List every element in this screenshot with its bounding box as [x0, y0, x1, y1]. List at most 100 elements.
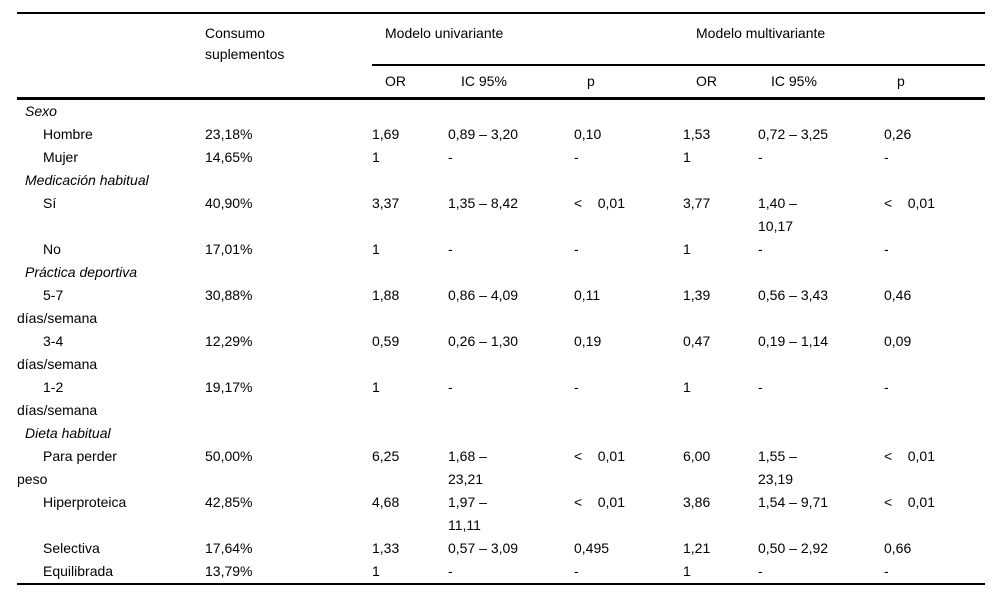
cell-consumo: 50,00%	[205, 447, 253, 464]
cell-consumo: 30,88%	[205, 286, 253, 303]
cell-consumo: 19,17%	[205, 378, 253, 395]
header-multi-or: OR	[683, 65, 758, 100]
cell-uni-p: 0,19	[574, 332, 602, 349]
cell-uni-ic95: -	[448, 240, 453, 257]
cell-consumo: 12,29%	[205, 332, 253, 349]
header-consumo-suplementos: Consumo suplementos	[205, 25, 285, 62]
cell-multi-ic95: 1,54 – 9,71	[758, 493, 829, 510]
cell-uni-p: -	[574, 240, 579, 257]
cell-multi-ic95: 0,72 – 3,25	[758, 125, 829, 142]
table-row-mujer: Mujer 14,65% 1 - - 1 - -	[17, 146, 985, 169]
table-row-5-7-dias: 5-7 días/semana 30,88% 1,88 0,86 – 4,09 …	[17, 284, 985, 330]
cell-multi-or: 1,21	[683, 539, 711, 556]
cell-uni-ic95: 0,57 – 3,09	[448, 539, 519, 556]
header-modelo-univariante: Modelo univariante	[372, 13, 683, 66]
table-row-group-medicacion: Medicación habitual	[17, 169, 985, 192]
cell-multi-p: -	[884, 148, 889, 165]
group-label: Dieta habitual	[25, 424, 111, 441]
cell-uni-ic95: -	[448, 562, 453, 579]
cell-uni-p: -	[574, 378, 579, 395]
cell-multi-or: 3,86	[683, 493, 711, 510]
cell-multi-p: -	[884, 240, 889, 257]
cell-uni-p: < 0,01	[574, 493, 625, 510]
cell-multi-p: 0,46	[884, 286, 912, 303]
cell-multi-or: 3,77	[683, 194, 711, 211]
row-label: Hombre	[43, 125, 93, 142]
header-uni-or: OR	[372, 65, 448, 100]
cell-multi-p: -	[884, 378, 889, 395]
header-row-groups: Consumo suplementos Modelo univariante M…	[17, 13, 985, 66]
cell-consumo: 14,65%	[205, 148, 253, 165]
cell-uni-ic95: 0,86 – 4,09	[448, 286, 519, 303]
cell-uni-or: 1	[372, 240, 380, 257]
row-label: Selectiva	[43, 539, 100, 556]
regression-results-table: Consumo suplementos Modelo univariante M…	[17, 12, 985, 585]
cell-uni-or: 1,33	[372, 539, 400, 556]
table-row-para-perder-peso: Para perder peso 50,00% 6,25 1,68 – 23,2…	[17, 445, 985, 491]
header-empty-cell	[205, 65, 372, 100]
cell-multi-or: 1,39	[683, 286, 711, 303]
cell-uni-or: 1,88	[372, 286, 400, 303]
header-multi-ic95: IC 95%	[758, 65, 884, 100]
cell-uni-p: < 0,01	[574, 447, 625, 464]
header-empty-cell	[17, 13, 205, 65]
cell-multi-ic95: 0,56 – 3,43	[758, 286, 829, 303]
cell-uni-ic95: 0,26 – 1,30	[448, 332, 519, 349]
cell-consumo: 17,01%	[205, 240, 253, 257]
cell-multi-ic95: -	[758, 562, 763, 579]
cell-multi-ic95: 0,50 – 2,92	[758, 539, 829, 556]
header-uni-p: p	[574, 65, 683, 100]
cell-uni-ic95: -	[448, 378, 453, 395]
row-label: Sí	[43, 194, 57, 211]
table-row-selectiva: Selectiva 17,64% 1,33 0,57 – 3,09 0,495 …	[17, 537, 985, 560]
cell-multi-ic95: -	[758, 148, 763, 165]
header-multi-p: p	[884, 65, 985, 100]
cell-multi-or: 1	[683, 148, 691, 165]
group-label: Práctica deportiva	[25, 263, 138, 280]
cell-uni-p: 0,10	[574, 125, 602, 142]
cell-multi-ic95: -	[758, 378, 763, 395]
row-label: No	[43, 240, 61, 257]
cell-multi-or: 1	[683, 240, 691, 257]
cell-multi-p: -	[884, 562, 889, 579]
header-empty-cell	[17, 65, 205, 100]
cell-consumo: 42,85%	[205, 493, 253, 510]
cell-uni-or: 1	[372, 378, 380, 395]
cell-uni-or: 1	[372, 562, 380, 579]
table-row-equilibrada: Equilibrada 13,79% 1 - - 1 - -	[17, 560, 985, 584]
table-row-3-4-dias: 3-4 días/semana 12,29% 0,59 0,26 – 1,30 …	[17, 330, 985, 376]
cell-uni-ic95: 1,68 – 23,21	[448, 447, 487, 487]
cell-multi-p: < 0,01	[884, 447, 935, 464]
cell-uni-p: 0,495	[574, 539, 610, 556]
cell-multi-ic95: 1,40 – 10,17	[758, 194, 797, 234]
cell-uni-p: < 0,01	[574, 194, 625, 211]
row-label: Hiperproteica	[43, 493, 127, 510]
cell-uni-or: 4,68	[372, 493, 400, 510]
cell-uni-ic95: -	[448, 148, 453, 165]
cell-uni-or: 1,69	[372, 125, 400, 142]
header-modelo-multivariante: Modelo multivariante	[683, 13, 985, 66]
cell-multi-p: < 0,01	[884, 194, 935, 211]
cell-uni-or: 0,59	[372, 332, 400, 349]
row-label: 3-4 días/semana	[17, 332, 98, 372]
cell-uni-ic95: 1,35 – 8,42	[448, 194, 519, 211]
page: Consumo suplementos Modelo univariante M…	[0, 12, 1000, 599]
cell-uni-ic95: 0,89 – 3,20	[448, 125, 519, 142]
cell-uni-ic95: 1,97 – 11,11	[448, 493, 487, 533]
cell-multi-p: 0,66	[884, 539, 912, 556]
group-label: Medicación habitual	[25, 171, 149, 188]
cell-uni-or: 6,25	[372, 447, 400, 464]
header-row-subcolumns: OR IC 95% p OR IC 95% p	[17, 65, 985, 100]
cell-uni-or: 1	[372, 148, 380, 165]
cell-multi-p: 0,26	[884, 125, 912, 142]
cell-uni-p: -	[574, 562, 579, 579]
cell-multi-or: 1,53	[683, 125, 711, 142]
table-row-no: No 17,01% 1 - - 1 - -	[17, 238, 985, 261]
cell-uni-p: 0,11	[574, 286, 601, 303]
cell-multi-or: 6,00	[683, 447, 711, 464]
table-row-group-dieta: Dieta habitual	[17, 422, 985, 445]
cell-multi-or: 1	[683, 378, 691, 395]
cell-multi-ic95: 1,55 – 23,19	[758, 447, 797, 487]
table-row-hiperproteica: Hiperproteica 42,85% 4,68 1,97 – 11,11 <…	[17, 491, 985, 537]
cell-multi-p: 0,09	[884, 332, 912, 349]
